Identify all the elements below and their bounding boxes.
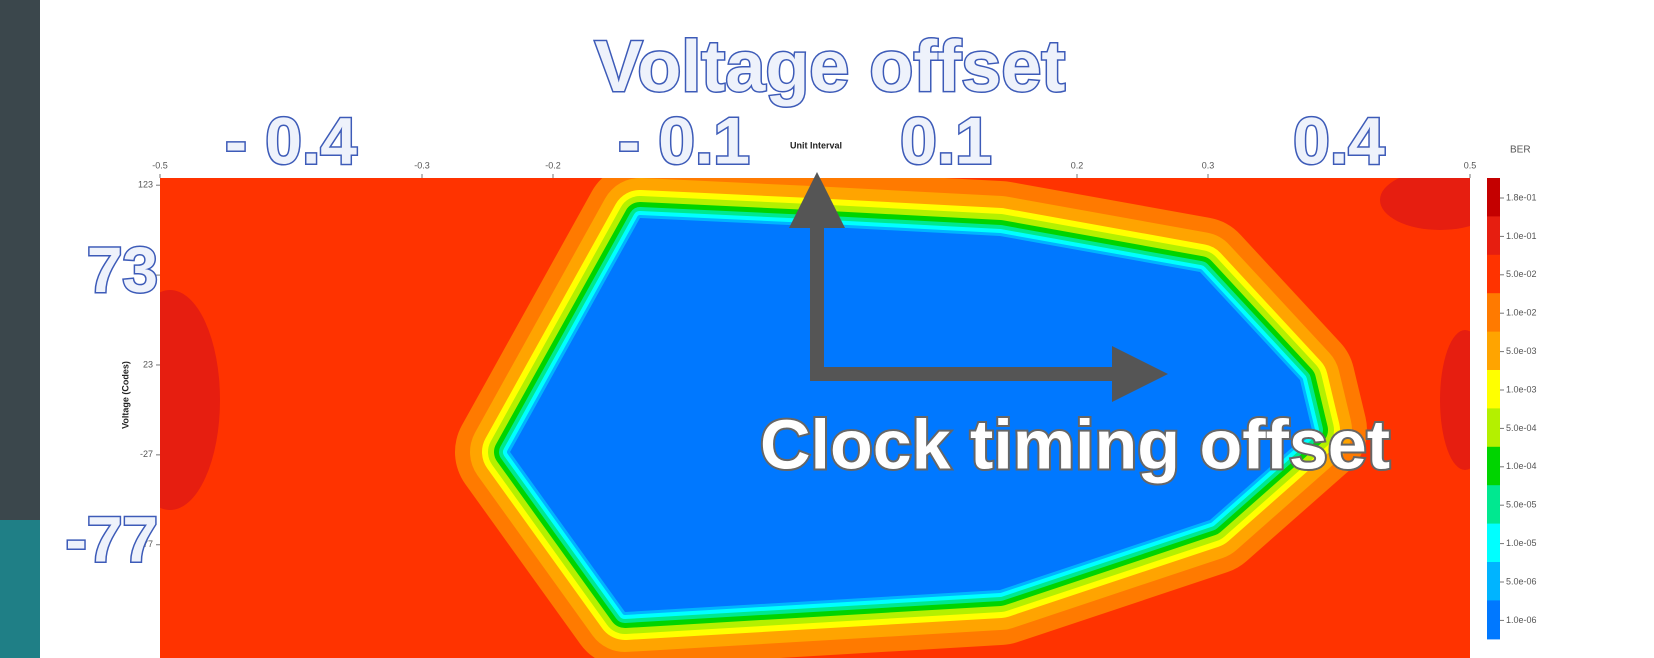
- big-y-label: -77: [66, 504, 159, 576]
- x-axis-label: Unit Interval: [790, 140, 842, 150]
- x-tick-label: -0.2: [545, 160, 561, 170]
- colorbar-title: BER: [1510, 145, 1531, 156]
- colorbar-label: 1.0e-06: [1506, 615, 1537, 625]
- big-x-label: - 0.4: [225, 103, 357, 177]
- y-tick-label: 23: [143, 359, 153, 369]
- colorbar-label: 5.0e-06: [1506, 576, 1537, 586]
- x-tick-label: 0.3: [1202, 160, 1215, 170]
- y-tick-label: -27: [140, 449, 153, 459]
- contour-band: [1440, 330, 1490, 470]
- big-x-label: - 0.1: [618, 103, 750, 177]
- colorbar-label: 1.0e-05: [1506, 538, 1537, 548]
- colorbar-label: 1.0e-03: [1506, 384, 1537, 394]
- contour-band: [120, 290, 220, 510]
- colorbar-swatch: [1487, 370, 1500, 409]
- colorbar-swatch: [1487, 216, 1500, 255]
- colorbar-swatch: [1487, 332, 1500, 371]
- y-tick-label: 123: [138, 180, 153, 190]
- contour-band: [1380, 170, 1500, 230]
- colorbar-label: 1.0e-02: [1506, 308, 1537, 318]
- colorbar-swatch: [1487, 524, 1500, 563]
- colorbar-swatch: [1487, 485, 1500, 524]
- colorbar-label: 5.0e-02: [1506, 269, 1537, 279]
- colorbar-label: 5.0e-03: [1506, 346, 1537, 356]
- x-tick-label: 0.5: [1464, 160, 1477, 170]
- colorbar-label: 1.0e-04: [1506, 461, 1537, 471]
- big-x-label: 0.1: [900, 103, 992, 177]
- y-axis-label: Voltage (Codes): [120, 361, 130, 429]
- colorbar-label: 1.8e-01: [1506, 192, 1537, 202]
- photo-strip: [0, 520, 40, 658]
- x-tick-label: 0.2: [1071, 160, 1084, 170]
- colorbar-swatch: [1487, 255, 1500, 294]
- colorbar-label: 5.0e-05: [1506, 500, 1537, 510]
- colorbar-label: 5.0e-04: [1506, 423, 1537, 433]
- x-tick-label: -0.5: [152, 160, 168, 170]
- colorbar-swatch: [1487, 178, 1500, 217]
- chart: Unit Interval Voltage (Codes) BER Voltag…: [0, 0, 1654, 658]
- colorbar-swatch: [1487, 293, 1500, 332]
- colorbar-swatch: [1487, 408, 1500, 447]
- colorbar-swatch: [1487, 600, 1500, 639]
- title: Voltage offset: [595, 27, 1066, 107]
- x-tick-label: -0.3: [414, 160, 430, 170]
- big-y-label: 73: [87, 234, 158, 306]
- colorbar-swatch: [1487, 562, 1500, 601]
- colorbar-swatch: [1487, 447, 1500, 486]
- colorbar-label: 1.0e-01: [1506, 231, 1537, 241]
- big-x-label: 0.4: [1293, 103, 1385, 177]
- annotation: Clock timing offset: [760, 405, 1390, 483]
